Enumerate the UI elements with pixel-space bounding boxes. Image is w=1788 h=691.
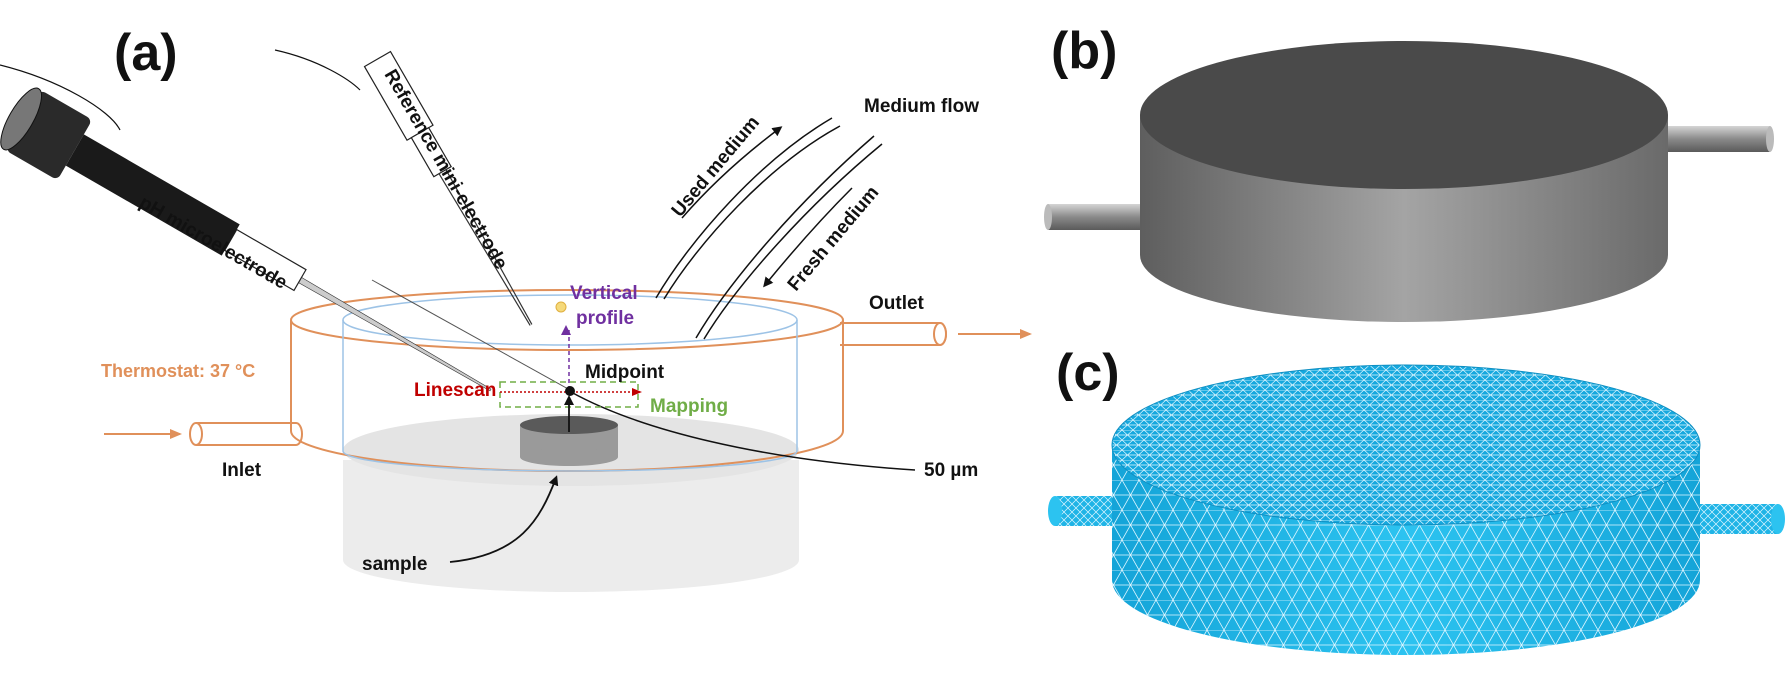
used-medium-label: Used medium <box>668 112 764 221</box>
midpoint-dot <box>565 386 575 396</box>
mapping-label: Mapping <box>650 396 728 417</box>
cell-solid-model <box>1140 41 1668 322</box>
reference-electrode-label: Reference mini-electrode <box>380 66 512 273</box>
outlet-pipe <box>1660 126 1774 152</box>
mesh-outlet-pipe <box>1700 504 1785 534</box>
inlet-tube <box>189 422 303 446</box>
panel-b-label: (b) <box>1051 22 1117 80</box>
inner-cell <box>342 294 798 472</box>
outlet-label: Outlet <box>869 293 925 314</box>
linescan-label: Linescan <box>414 380 496 401</box>
used-medium-arrow <box>681 126 783 219</box>
fresh-medium-label: Fresh medium <box>784 182 884 295</box>
vertical-profile-label-2: profile <box>576 308 634 329</box>
thermostat-label: Thermostat: 37 °C <box>101 361 255 381</box>
medium-flow-label: Medium flow <box>864 96 979 117</box>
reference-electrode <box>274 49 567 326</box>
fresh-medium-arrow <box>763 187 853 288</box>
panel-a: (a) pH microelectrode Reference mini-ele… <box>0 24 1032 592</box>
sample-label: sample <box>362 554 427 575</box>
panel-b: (b) <box>1044 22 1774 322</box>
reference-tip-icon <box>555 301 567 313</box>
mesh-inlet-pipe <box>1048 496 1115 526</box>
ph-microelectrode <box>0 64 492 392</box>
vertical-profile-label-1: Vertical <box>570 283 638 304</box>
flow-tubes <box>655 117 883 340</box>
outlet-tube <box>840 322 947 346</box>
ph-microelectrode-label: pH microelectrode <box>136 192 291 294</box>
midpoint-label: Midpoint <box>585 362 665 383</box>
inlet-pipe <box>1044 204 1148 230</box>
cell-mesh-model <box>1111 364 1701 655</box>
panel-c: (c) <box>1048 344 1785 655</box>
distance-label: 50 µm <box>924 460 978 481</box>
sample-arrow <box>449 475 559 563</box>
panel-a-label: (a) <box>114 24 178 82</box>
inlet-label: Inlet <box>222 460 262 481</box>
panel-c-label: (c) <box>1056 344 1120 402</box>
